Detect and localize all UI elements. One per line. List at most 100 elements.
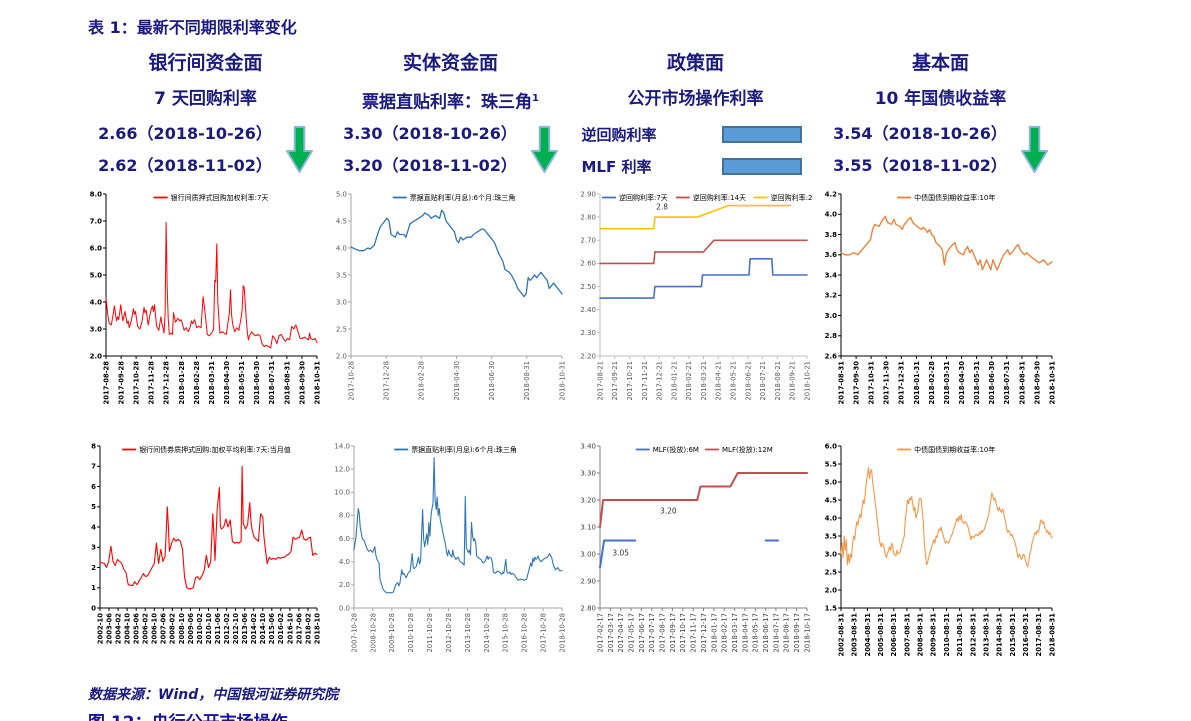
x-tick-label: 2017-12-31 <box>898 361 906 405</box>
x-tick-label: 2018-10-31 <box>313 361 321 405</box>
x-tick-label: 2014-08-31 <box>996 613 1004 657</box>
y-tick-label: 3 <box>91 544 96 552</box>
chart-svg-bill-discount-short: 2.0 2.5 3.0 3.5 4.0 4.5 5.0 2017-10-28 2017-12-2… <box>336 190 567 401</box>
x-tick-label: 2017-11-21 <box>641 361 649 401</box>
x-tick-label: 2014-02 <box>250 613 258 644</box>
y-tick-label: 2.8 <box>825 332 838 340</box>
series-line <box>599 539 637 569</box>
x-tick-label: 2017-10-28 <box>347 361 355 401</box>
x-tick-label: 2012-10 <box>232 613 240 644</box>
x-tick-label: 2017-07-17 <box>648 613 656 653</box>
y-tick-label: 4.2 <box>825 190 838 198</box>
footnote-marker: 1 <box>532 93 539 104</box>
series-line <box>840 467 1053 568</box>
chart-interbank-repo-7d: 2.0 3.0 4.0 5.0 6.0 7.0 8.0 2017-08-28 2017-09-2… <box>83 184 328 417</box>
x-tick-label: 2005-06 <box>133 613 141 644</box>
x-tick-label: 2018-09-30 <box>298 361 306 405</box>
series-line <box>353 457 563 594</box>
group-title: 政策面 <box>666 52 724 74</box>
x-tick-label: 2004-10 <box>123 613 131 644</box>
x-tick-label: 2017-05-17 <box>627 613 635 653</box>
x-tick-label: 2018-04-30 <box>453 361 461 401</box>
x-tick-label: 2018-07-21 <box>759 361 767 401</box>
x-tick-label: 2018-02 <box>304 613 312 644</box>
legend-label: 银行间质押式回购加权利率:7天 <box>171 193 269 202</box>
y-tick-label: 3.2 <box>825 292 838 300</box>
x-tick-label: 2018-09-21 <box>789 361 797 401</box>
series-line <box>840 215 1053 271</box>
y-tick-label: 5 <box>91 503 96 511</box>
x-tick-label: 2017-09-17 <box>669 613 677 653</box>
x-tick-label: 2018-08-31 <box>523 361 531 401</box>
series-line <box>599 472 808 528</box>
y-tick-label: 4.0 <box>825 211 838 219</box>
table-title: 表 1：最新不同期限利率变化 <box>88 18 297 37</box>
series-line <box>350 209 563 298</box>
y-tick-label: 2.90 <box>580 577 596 585</box>
x-tick-label: 2004-02 <box>114 613 122 644</box>
x-tick-label: 2018-03-17 <box>731 613 739 653</box>
y-tick-label: 10.0 <box>334 489 350 497</box>
value-row-1: 3.30（2018-10-26） <box>343 124 517 143</box>
x-tick-label: 2018-05-17 <box>752 613 760 653</box>
x-tick-label: 2018-04-30 <box>958 361 966 405</box>
x-tick-label: 2018-02-17 <box>721 613 729 653</box>
y-tick-label: 2.6 <box>825 352 838 360</box>
x-tick-label: 2017-08-31 <box>837 361 845 405</box>
x-tick-label: 2018-06-30 <box>988 361 996 405</box>
x-tick-label: 2013-06 <box>241 613 249 644</box>
y-tick-label: 3.20 <box>580 496 596 504</box>
y-tick-label: 5.0 <box>825 478 838 486</box>
series-line <box>599 239 808 265</box>
y-tick-label: 2.60 <box>580 260 596 268</box>
y-tick-label: 3.10 <box>580 523 596 531</box>
y-tick-label: 14.0 <box>334 442 350 450</box>
data-annotation: 3.20 <box>660 507 677 516</box>
x-tick-label: 2018-06-30 <box>253 361 261 405</box>
y-tick-label: 1 <box>91 584 96 592</box>
metric-title: 10 年国债收益率 <box>874 89 1007 109</box>
x-tick-label: 2011-10-28 <box>426 613 434 653</box>
x-tick-label: 2017-11-30 <box>883 361 891 405</box>
chart-svg-cgb10y-long: 1.5 2.0 2.5 3.0 3.5 4.0 4.5 5.0 5.5 6.0 2002-08-31… <box>825 442 1057 657</box>
x-tick-label: 2018-01-21 <box>670 361 678 401</box>
x-tick-label: 2018-01-31 <box>913 361 921 405</box>
x-tick-label: 2018-04-21 <box>715 361 723 401</box>
y-tick-label: 6 <box>91 483 96 491</box>
y-tick-label: 2.5 <box>825 568 838 576</box>
x-tick-label: 2006-08-31 <box>890 613 898 657</box>
x-tick-label: 2017-08-21 <box>596 361 604 401</box>
x-tick-label: 2018-10-28 <box>558 613 566 653</box>
down-arrow-icon <box>1020 125 1048 174</box>
y-tick-label: 8.0 <box>339 512 350 520</box>
y-tick-label: 3.4 <box>825 271 838 279</box>
y-tick-label: 2.80 <box>580 604 596 612</box>
x-tick-label: 2017-06-17 <box>638 613 646 653</box>
x-tick-label: 2017-09-28 <box>117 361 125 405</box>
chart-svg-cgb10y-short: 2.6 2.8 3.0 3.2 3.4 3.6 3.8 4.0 4.2 2017-08-31 201… <box>825 190 1057 405</box>
legend-label: 票据直贴利率(月息):6个月:珠三角 <box>410 193 516 202</box>
x-tick-label: 2018-03-31 <box>208 361 216 405</box>
data-annotation: 3.05 <box>612 548 629 557</box>
y-tick-label: 2.70 <box>580 237 596 245</box>
value-row-1: 2.66（2018-10-26） <box>98 124 272 143</box>
x-tick-label: 2017-04-17 <box>617 613 625 653</box>
y-tick-label: 3.0 <box>825 312 838 320</box>
next-figure-caption-clipped: 图 12：央行公开市场操作 <box>88 708 288 721</box>
y-tick-label: 2.0 <box>825 586 838 594</box>
x-tick-label: 2018-09-30 <box>1033 361 1041 405</box>
down-arrow-icon <box>285 125 313 174</box>
x-tick-label: 2012-02 <box>223 613 231 644</box>
x-tick-label: 2016-10 <box>286 613 294 644</box>
series-line <box>599 204 792 230</box>
x-tick-label: 2017-06 <box>295 613 303 644</box>
x-tick-label: 2017-12-17 <box>700 613 708 653</box>
x-tick-label: 2016-02 <box>277 613 285 644</box>
x-tick-label: 2018-07-31 <box>268 361 276 405</box>
chart-cgb10y-short: 2.6 2.8 3.0 3.2 3.4 3.6 3.8 4.0 4.2 2017-08-31 201… <box>818 184 1063 417</box>
x-tick-label: 2018-10-17 <box>803 613 811 653</box>
x-tick-label: 2017-10-31 <box>868 361 876 405</box>
chart-svg-interbank-repo-7d: 2.0 3.0 4.0 5.0 6.0 7.0 8.0 2017-08-28 2017-09-2… <box>90 190 322 405</box>
